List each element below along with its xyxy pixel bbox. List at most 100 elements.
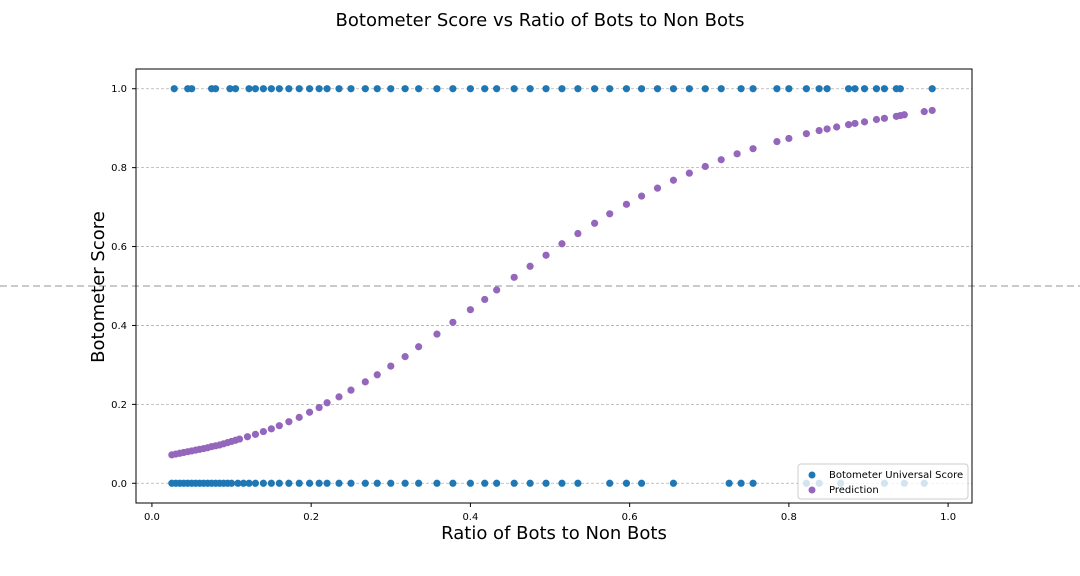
- point-universal-82: [295, 479, 303, 487]
- point-universal-38: [653, 85, 662, 93]
- point-universal-26: [466, 85, 474, 93]
- point-universal-74: [234, 479, 242, 487]
- point-universal-40: [685, 85, 693, 93]
- point-universal-93: [433, 479, 441, 487]
- point-universal-11: [275, 85, 283, 93]
- point-universal-16: [323, 85, 331, 93]
- point-prediction-54: [733, 150, 741, 158]
- x-tick-label-2: 0.4: [462, 512, 478, 523]
- point-universal-53: [872, 85, 881, 93]
- point-prediction-41: [526, 262, 534, 270]
- y-tick-label-1: 0.2: [111, 400, 127, 411]
- point-prediction-22: [275, 422, 283, 430]
- point-prediction-57: [785, 134, 793, 143]
- point-universal-73: [227, 479, 236, 487]
- point-universal-31: [542, 85, 550, 93]
- data-points: [168, 85, 936, 487]
- point-universal-54: [880, 85, 889, 93]
- point-universal-32: [558, 85, 566, 93]
- point-universal-57: [928, 85, 936, 93]
- point-universal-12: [285, 85, 293, 93]
- point-prediction-48: [637, 192, 646, 200]
- legend-label-prediction: Prediction: [829, 485, 879, 496]
- point-prediction-32: [387, 362, 395, 370]
- point-universal-0: [170, 85, 178, 93]
- legend: Botometer Universal Score Prediction: [797, 463, 969, 500]
- legend-label-universal: Botometer Universal Score: [829, 470, 963, 481]
- point-prediction-45: [591, 219, 599, 227]
- point-prediction-46: [606, 210, 614, 218]
- point-prediction-30: [361, 378, 369, 386]
- point-prediction-64: [860, 118, 869, 126]
- point-universal-86: [335, 479, 343, 487]
- point-universal-104: [622, 479, 631, 487]
- legend-marker-universal: [808, 471, 816, 479]
- point-prediction-60: [823, 125, 831, 133]
- point-prediction-61: [833, 123, 841, 131]
- point-prediction-26: [315, 403, 323, 412]
- point-universal-9: [259, 85, 267, 93]
- point-prediction-35: [433, 330, 441, 338]
- point-universal-27: [481, 85, 489, 93]
- point-universal-56: [896, 85, 904, 93]
- point-prediction-70: [920, 108, 928, 116]
- point-prediction-31: [373, 371, 381, 379]
- point-universal-21: [387, 85, 395, 93]
- point-prediction-25: [305, 408, 314, 416]
- point-universal-43: [737, 85, 745, 93]
- point-universal-2: [188, 85, 196, 93]
- x-tick-label-4: 0.8: [781, 512, 797, 523]
- point-prediction-53: [717, 156, 725, 164]
- point-universal-50: [844, 85, 853, 93]
- point-universal-37: [637, 85, 646, 93]
- legend-marker-prediction: [808, 486, 816, 494]
- point-prediction-40: [510, 273, 518, 281]
- point-universal-85: [323, 479, 331, 487]
- point-universal-41: [701, 85, 709, 93]
- point-universal-33: [574, 85, 582, 93]
- point-prediction-29: [347, 386, 355, 394]
- point-universal-24: [433, 85, 441, 93]
- point-universal-95: [466, 479, 474, 487]
- point-universal-7: [245, 85, 253, 93]
- y-tick-label-0: 0.0: [111, 479, 127, 490]
- plot-frame: [135, 68, 973, 504]
- x-tick-label-1: 0.2: [303, 512, 319, 523]
- point-universal-94: [449, 479, 457, 487]
- point-universal-88: [361, 479, 369, 487]
- point-universal-81: [285, 479, 293, 487]
- point-prediction-47: [622, 200, 631, 208]
- point-universal-83: [305, 479, 314, 487]
- point-prediction-49: [653, 184, 662, 192]
- point-prediction-55: [749, 145, 757, 153]
- point-universal-96: [481, 479, 489, 487]
- point-prediction-65: [872, 115, 881, 124]
- point-universal-102: [574, 479, 582, 487]
- x-tick-label-5: 1.0: [940, 512, 956, 523]
- point-universal-105: [637, 479, 646, 487]
- point-universal-107: [725, 479, 733, 487]
- point-universal-4: [212, 85, 220, 93]
- point-prediction-66: [880, 114, 889, 122]
- point-universal-80: [275, 479, 283, 487]
- point-prediction-36: [449, 318, 457, 326]
- point-universal-19: [361, 85, 369, 93]
- point-universal-77: [251, 479, 260, 487]
- point-universal-92: [415, 479, 423, 487]
- point-universal-89: [373, 479, 381, 487]
- y-tick-label-2: 0.4: [111, 321, 127, 332]
- point-universal-29: [510, 85, 518, 93]
- point-universal-108: [737, 479, 745, 487]
- point-prediction-50: [669, 176, 678, 184]
- y-tick-label-3: 0.6: [111, 242, 127, 253]
- point-prediction-19: [251, 430, 260, 438]
- point-universal-100: [542, 479, 550, 487]
- legend-box: [797, 463, 969, 500]
- point-prediction-21: [267, 425, 275, 433]
- point-prediction-56: [773, 137, 781, 146]
- point-prediction-38: [481, 295, 489, 304]
- y-tick-label-5: 1.0: [111, 84, 127, 95]
- point-prediction-37: [466, 306, 474, 314]
